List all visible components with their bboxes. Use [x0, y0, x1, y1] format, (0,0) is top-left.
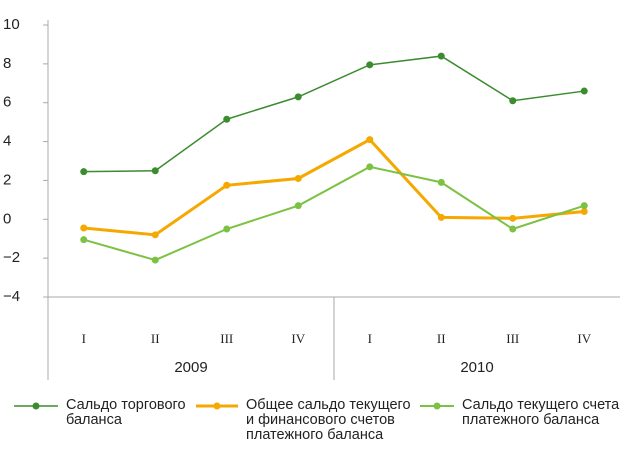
data-point — [366, 61, 374, 69]
legend-label: Общее сальдо текущего и финансового счет… — [246, 397, 411, 443]
data-point — [151, 167, 159, 175]
data-point — [580, 87, 588, 95]
data-point — [151, 256, 159, 264]
data-point — [509, 225, 517, 233]
x-tick-label: I — [82, 331, 86, 346]
data-point — [151, 231, 159, 239]
data-point — [509, 214, 517, 222]
x-tick-label: III — [506, 331, 519, 346]
legend-marker — [433, 402, 441, 410]
data-point — [437, 52, 445, 60]
x-group-label: 2009 — [174, 359, 207, 376]
x-tick-label: II — [437, 331, 446, 346]
data-point — [223, 115, 231, 123]
data-point — [580, 202, 588, 210]
y-tick-label: 4 — [3, 133, 11, 150]
data-point — [80, 168, 88, 176]
y-tick-label: 6 — [3, 94, 11, 111]
data-point — [294, 174, 302, 182]
y-tick-label: −4 — [3, 288, 20, 305]
series-line — [83, 165, 585, 262]
series-line — [83, 137, 585, 237]
data-point — [580, 208, 588, 216]
data-point — [366, 136, 374, 144]
x-tick-label: III — [220, 331, 233, 346]
x-tick-label: IV — [291, 331, 305, 346]
data-point — [509, 97, 517, 105]
y-tick-label: 2 — [3, 171, 11, 188]
data-point — [366, 163, 374, 171]
legend-marker — [213, 402, 221, 410]
x-tick-label: II — [151, 331, 160, 346]
series-line — [83, 55, 585, 173]
data-point — [294, 202, 302, 210]
data-point — [294, 93, 302, 101]
x-group-label: 2010 — [460, 359, 493, 376]
data-point — [437, 213, 445, 221]
data-point — [223, 181, 231, 189]
y-tick-label: 0 — [3, 210, 11, 227]
legend-marker — [32, 402, 40, 410]
y-tick-label: 10 — [3, 16, 20, 33]
x-tick-label: IV — [577, 331, 591, 346]
legend-label: Сальдо торгового баланса — [66, 397, 186, 428]
y-tick-label: 8 — [3, 55, 11, 72]
data-point — [437, 178, 445, 186]
y-tick-label: −2 — [3, 249, 20, 266]
legend-label: Сальдо текущего счета платежного баланса — [462, 397, 620, 428]
data-point — [223, 225, 231, 233]
data-point — [80, 224, 88, 232]
data-point — [80, 236, 88, 244]
x-tick-label: I — [368, 331, 372, 346]
